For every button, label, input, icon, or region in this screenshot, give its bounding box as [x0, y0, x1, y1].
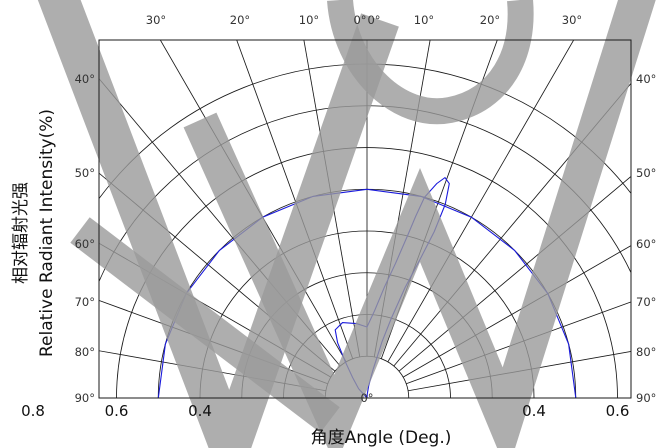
watermark [37, 0, 656, 448]
angle-tick-label: 10° [299, 13, 319, 27]
angle-tick-label: 30° [146, 13, 166, 27]
angle-tick-label: 0° [353, 13, 366, 27]
grid-radial-line [303, 40, 361, 357]
grid-radial-line [99, 242, 332, 378]
radius-tick-label: 0.6 [606, 402, 630, 420]
grid-radial-line [393, 82, 631, 367]
center-angle-label: 0° [360, 391, 373, 405]
watermark-letter-v [37, 0, 399, 448]
angle-tick-label: 70° [636, 295, 656, 309]
watermark-stripe [70, 217, 340, 433]
angle-tick-label: 60° [636, 237, 656, 251]
radius-tick-label: 0.8 [21, 402, 45, 420]
angle-tick-label: 70° [75, 295, 95, 309]
watermark-letter-w [183, 0, 656, 448]
angle-tick-label: 10° [414, 13, 434, 27]
grid-radial-line [99, 172, 336, 372]
grid-radial-line [398, 175, 631, 372]
x-axis-title: 角度Angle (Deg.) [311, 428, 452, 448]
radius-tick-label: 0.6 [105, 402, 129, 420]
angle-tick-label: 90° [636, 391, 656, 405]
angle-tick-label: 40° [636, 72, 656, 86]
angle-tick-label: 80° [75, 345, 95, 359]
grid-radial-line [408, 351, 631, 392]
grid-radial-line [373, 40, 431, 357]
angle-tick-label: 50° [75, 166, 95, 180]
watermark-arc [327, 0, 534, 125]
y-axis-title-en: Relative Radiant Intensity(%) [37, 109, 57, 357]
angle-tick-label: 90° [75, 391, 95, 405]
angle-tick-label: 50° [636, 166, 656, 180]
y-axis-title-cn: 相对辐射光强 [11, 182, 31, 284]
radius-tick-label: 0.4 [188, 402, 212, 420]
plot-frame [98, 39, 632, 399]
grid-radial-line [159, 40, 347, 363]
angle-tick-label: 20° [480, 13, 500, 27]
tick-labels: 30° 20° 10° 0° 0° 10° 20° 30°40° 40°50° 50°60° 60°… [21, 13, 656, 420]
angle-tick-label: 80° [636, 345, 656, 359]
angle-tick-label: 40° [75, 72, 95, 86]
angle-tick-label: 20° [230, 13, 250, 27]
radius-tick-label: 0.4 [522, 402, 546, 420]
grid-radial-line [387, 40, 575, 363]
angle-tick-label: 0° [367, 13, 380, 27]
angle-tick-label: 60° [75, 237, 95, 251]
angle-tick-label: 30° [562, 13, 582, 27]
